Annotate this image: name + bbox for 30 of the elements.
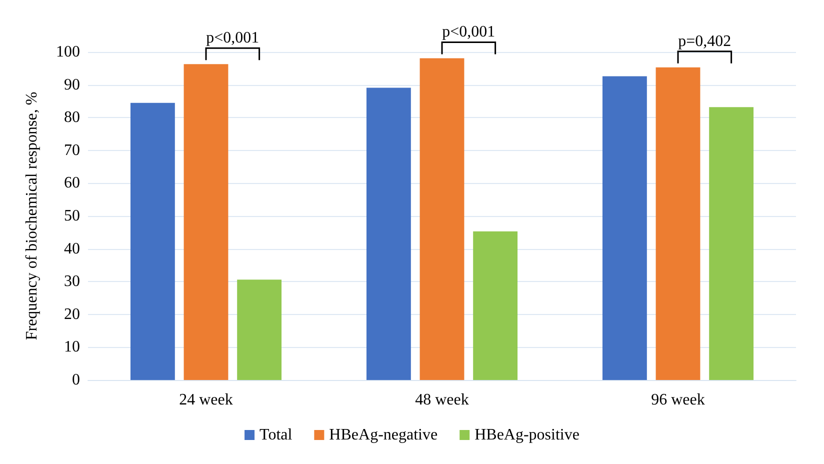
y-tick-label: 0: [72, 372, 80, 388]
y-tick-label: 90: [64, 76, 80, 94]
x-tick-label: 48 week: [415, 392, 469, 408]
bar: [709, 107, 754, 380]
y-tick-label: 60: [64, 174, 80, 192]
y-axis-title: Frequency of biochemical response, %: [24, 92, 40, 340]
y-tick-label: 10: [64, 338, 80, 356]
y-tick-label: 20: [64, 306, 80, 323]
bar: [237, 280, 282, 380]
legend-label: Total: [260, 426, 293, 444]
y-tick-label: 80: [64, 109, 80, 126]
y-tick-label: 50: [64, 208, 80, 224]
legend-label: HBeAg-positive: [474, 426, 580, 444]
x-tick-label: 96 week: [651, 392, 705, 408]
bar: [473, 231, 518, 380]
bar: [420, 58, 464, 380]
legend-label: HBeAg-negative: [329, 426, 438, 444]
y-tick-label: 100: [56, 44, 80, 60]
y-tick-label: 70: [64, 142, 80, 159]
y-tick-label: 40: [64, 240, 80, 258]
bar: [602, 76, 647, 380]
bar: [130, 102, 175, 380]
text: p=0,402: [678, 32, 732, 50]
bar: [656, 67, 700, 380]
bar: [366, 88, 411, 380]
y-tick-label: 30: [64, 273, 80, 290]
bar: [184, 64, 228, 380]
text: p<0,001: [442, 24, 496, 41]
text: p<0,001: [206, 30, 260, 47]
x-tick-label: 24 week: [179, 392, 233, 408]
